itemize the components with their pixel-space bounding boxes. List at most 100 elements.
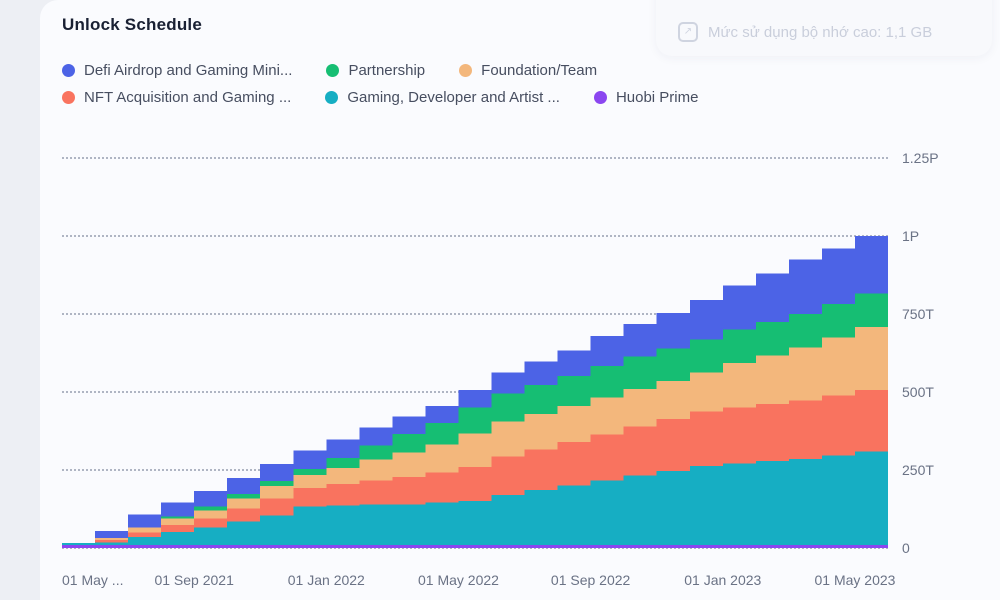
bar-segment[interactable] — [524, 361, 559, 385]
bar-segment[interactable] — [293, 488, 327, 507]
legend-item[interactable]: Foundation/Team — [459, 62, 597, 79]
bar-segment[interactable] — [854, 236, 888, 294]
bar-segment[interactable] — [260, 464, 294, 482]
bar-segment[interactable] — [128, 514, 162, 528]
bar-segment[interactable] — [755, 544, 790, 548]
bar-segment[interactable] — [326, 505, 360, 545]
bar-segment[interactable] — [689, 372, 724, 412]
bar-segment[interactable] — [557, 544, 592, 548]
bar-segment[interactable] — [227, 494, 261, 499]
bar-segment[interactable] — [161, 502, 195, 517]
bar-segment[interactable] — [557, 442, 592, 486]
bar-segment[interactable] — [326, 467, 360, 485]
bar-segment[interactable] — [425, 444, 459, 473]
bar-segment[interactable] — [458, 407, 493, 434]
bar-segment[interactable] — [359, 504, 393, 545]
legend-item[interactable]: Huobi Prime — [593, 89, 698, 106]
bar-segment[interactable] — [623, 323, 658, 357]
bar-segment[interactable] — [623, 388, 658, 427]
bar-segment[interactable] — [458, 390, 493, 408]
bar-segment[interactable] — [260, 544, 294, 548]
bar-segment[interactable] — [722, 544, 757, 548]
bar-segment[interactable] — [821, 544, 856, 548]
bar-segment[interactable] — [491, 393, 526, 422]
legend-item[interactable]: Partnership — [326, 62, 425, 79]
bar-segment[interactable] — [491, 421, 526, 457]
bar-segment[interactable] — [392, 476, 426, 505]
bar-segment[interactable] — [194, 518, 228, 528]
bar-segment[interactable] — [128, 536, 162, 545]
legend-item[interactable]: NFT Acquisition and Gaming ... — [62, 89, 291, 106]
bar-segment[interactable] — [161, 544, 195, 548]
bar-segment[interactable] — [722, 407, 757, 464]
bar-segment[interactable] — [392, 504, 426, 545]
bar-segment[interactable] — [557, 485, 592, 545]
bar-segment[interactable] — [458, 433, 493, 467]
bar-segment[interactable] — [95, 530, 129, 539]
bar-segment[interactable] — [689, 339, 724, 373]
bar-segment[interactable] — [788, 259, 823, 314]
bar-segment[interactable] — [425, 472, 459, 503]
bar-segment[interactable] — [326, 484, 360, 506]
bar-segment[interactable] — [590, 544, 625, 548]
bar-segment[interactable] — [722, 362, 757, 408]
bar-segment[interactable] — [161, 516, 195, 519]
bar-segment[interactable] — [623, 426, 658, 476]
bar-segment[interactable] — [524, 384, 559, 414]
bar-segment[interactable] — [260, 498, 294, 516]
bar-segment[interactable] — [755, 322, 790, 356]
bar-segment[interactable] — [491, 456, 526, 495]
bar-segment[interactable] — [755, 460, 790, 545]
bar-segment[interactable] — [623, 544, 658, 548]
bar-segment[interactable] — [854, 326, 888, 390]
bar-segment[interactable] — [854, 389, 888, 452]
bar-segment[interactable] — [689, 465, 724, 545]
bar-segment[interactable] — [755, 273, 790, 323]
bar-segment[interactable] — [227, 544, 261, 548]
bar-segment[interactable] — [854, 451, 888, 545]
bar-segment[interactable] — [359, 445, 393, 460]
bar-segment[interactable] — [326, 544, 360, 548]
bar-segment[interactable] — [194, 527, 228, 545]
bar-segment[interactable] — [161, 518, 195, 526]
bar-segment[interactable] — [260, 481, 294, 487]
bar-segment[interactable] — [557, 376, 592, 407]
bar-segment[interactable] — [590, 480, 625, 545]
bar-segment[interactable] — [458, 544, 493, 548]
legend-item[interactable]: Defi Airdrop and Gaming Mini... — [62, 62, 292, 79]
bar-segment[interactable] — [491, 544, 526, 548]
bar-segment[interactable] — [722, 285, 757, 330]
bar-segment[interactable] — [854, 293, 888, 327]
bar-segment[interactable] — [491, 494, 526, 545]
bar-segment[interactable] — [524, 449, 559, 490]
bar-segment[interactable] — [227, 478, 261, 495]
bar-segment[interactable] — [689, 411, 724, 466]
bar-segment[interactable] — [392, 416, 426, 434]
bar-segment[interactable] — [491, 372, 526, 394]
bar-segment[interactable] — [359, 427, 393, 446]
bar-segment[interactable] — [821, 248, 856, 305]
bar-segment[interactable] — [227, 508, 261, 522]
bar-segment[interactable] — [590, 336, 625, 367]
bar-segment[interactable] — [194, 506, 228, 511]
bar-segment[interactable] — [458, 466, 493, 502]
bar-segment[interactable] — [128, 532, 162, 537]
bar-segment[interactable] — [62, 543, 96, 545]
bar-segment[interactable] — [293, 474, 327, 489]
bar-segment[interactable] — [821, 455, 856, 545]
bar-segment[interactable] — [689, 299, 724, 340]
bar-segment[interactable] — [656, 419, 691, 471]
bar-segment[interactable] — [260, 515, 294, 545]
bar-segment[interactable] — [95, 544, 129, 548]
bar-segment[interactable] — [788, 458, 823, 545]
bar-segment[interactable] — [95, 538, 129, 540]
bar-segment[interactable] — [359, 544, 393, 548]
bar-segment[interactable] — [392, 452, 426, 477]
bar-segment[interactable] — [293, 469, 327, 475]
bar-segment[interactable] — [128, 527, 162, 533]
bar-segment[interactable] — [260, 486, 294, 499]
bar-segment[interactable] — [557, 406, 592, 443]
bar-segment[interactable] — [788, 400, 823, 459]
bar-segment[interactable] — [689, 544, 724, 548]
bar-segment[interactable] — [458, 501, 493, 545]
